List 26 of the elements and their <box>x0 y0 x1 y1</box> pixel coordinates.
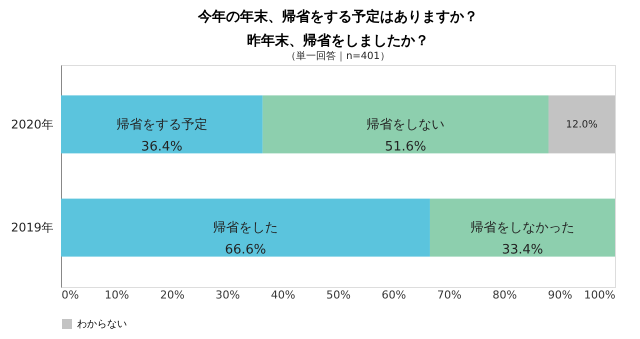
data-label: 帰省をしなかった 33.4% <box>470 220 574 258</box>
bar <box>61 198 430 257</box>
x-tick-label: 30% <box>215 288 240 302</box>
data-label: 帰省をする予定 36.4% <box>116 117 208 154</box>
bar <box>61 95 263 154</box>
data-label: 12.0% <box>566 119 598 130</box>
data-label: 帰省をした 66.6% <box>212 220 278 258</box>
x-tick-label: 60% <box>382 288 406 302</box>
x-tick-label: 40% <box>270 288 296 302</box>
y-tick-label: 2019年 <box>10 220 54 235</box>
x-tick-label: 80% <box>492 288 517 302</box>
x-tick-label: 90% <box>548 288 572 302</box>
legend-label: わからない <box>77 319 127 330</box>
x-tick-label: 20% <box>160 288 185 302</box>
bar <box>262 95 549 154</box>
x-tick-label: 50% <box>326 288 351 302</box>
chart-title: 今年の年末、帰省をする予定はありますか？昨年末、帰省をしましたか？ <box>197 8 478 49</box>
chart-subtitle: （単一回答｜n=401） <box>286 50 390 62</box>
x-tick-label: 100% <box>584 288 616 302</box>
x-tick-label: 10% <box>104 288 130 302</box>
y-tick-label: 2020年 <box>10 117 54 132</box>
data-label: 帰省をしない 51.6% <box>366 117 445 154</box>
x-tick-label: 0% <box>62 288 79 302</box>
bar <box>430 198 615 257</box>
x-tick-label: 70% <box>437 288 462 302</box>
bar <box>548 95 615 154</box>
